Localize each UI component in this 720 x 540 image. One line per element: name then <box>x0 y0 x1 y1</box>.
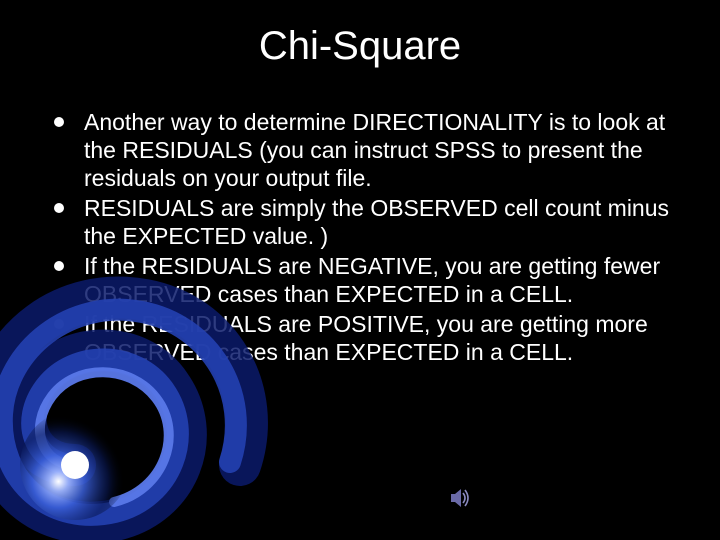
bullet-text: If the RESIDUALS are NEGATIVE, you are g… <box>84 252 670 308</box>
slide: Chi-Square Another way to determine DIRE… <box>0 0 720 540</box>
list-item: If the RESIDUALS are POSITIVE, you are g… <box>54 310 670 366</box>
bullet-icon <box>54 319 64 329</box>
list-item: RESIDUALS are simply the OBSERVED cell c… <box>54 194 670 250</box>
bullet-icon <box>54 261 64 271</box>
bullet-icon <box>54 117 64 127</box>
slide-content: Another way to determine DIRECTIONALITY … <box>54 108 670 368</box>
bullet-text: RESIDUALS are simply the OBSERVED cell c… <box>84 194 670 250</box>
bullet-text: Another way to determine DIRECTIONALITY … <box>84 108 670 192</box>
list-item: If the RESIDUALS are NEGATIVE, you are g… <box>54 252 670 308</box>
sound-icon[interactable] <box>451 489 471 507</box>
slide-title: Chi-Square <box>0 24 720 69</box>
list-item: Another way to determine DIRECTIONALITY … <box>54 108 670 192</box>
bullet-icon <box>54 203 64 213</box>
bullet-text: If the RESIDUALS are POSITIVE, you are g… <box>84 310 670 366</box>
